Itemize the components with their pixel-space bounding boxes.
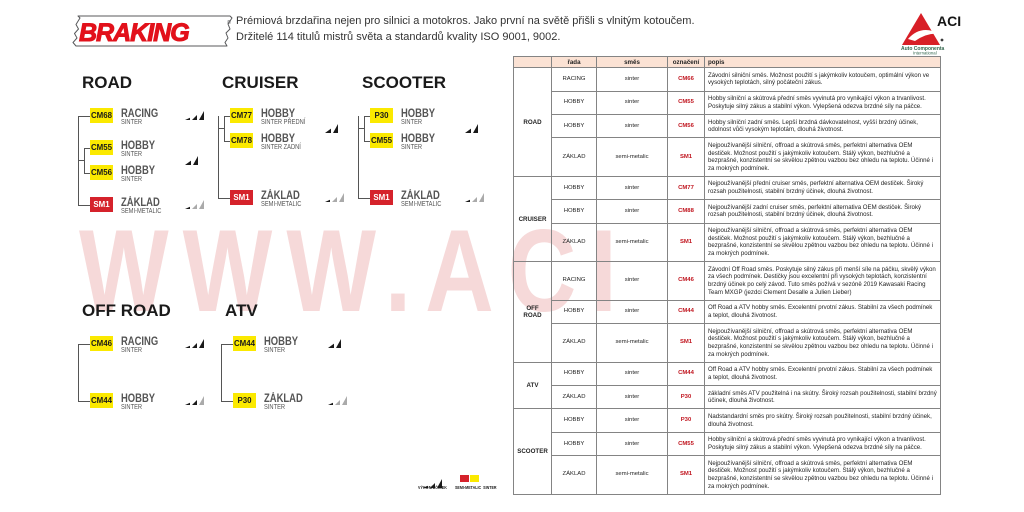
svg-text:ACI: ACI	[937, 13, 961, 29]
svg-text:International: International	[913, 50, 937, 55]
svg-text:BRAKING: BRAKING	[79, 19, 189, 47]
svg-text:®: ®	[227, 19, 231, 26]
